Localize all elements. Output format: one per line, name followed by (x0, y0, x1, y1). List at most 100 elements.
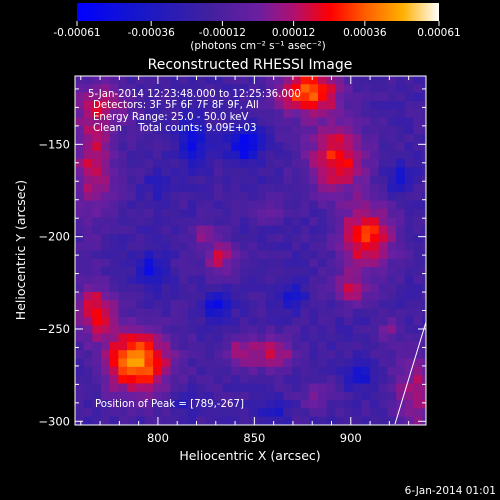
heatmap-cell (118, 233, 128, 243)
heatmap-cell (153, 391, 163, 401)
heatmap-cell (179, 242, 189, 252)
heatmap-cell (318, 275, 328, 285)
heatmap-cell (318, 350, 328, 360)
heatmap-cell (196, 292, 206, 301)
heatmap-cell (213, 184, 224, 193)
heatmap-cell (387, 383, 397, 393)
heatmap-cell (231, 408, 241, 418)
heatmap-cell (92, 192, 102, 202)
heatmap-cell (92, 175, 102, 185)
heatmap-cell (326, 358, 336, 368)
heatmap-cell (344, 325, 354, 335)
heatmap-cell (101, 100, 111, 110)
heatmap-cell (318, 242, 328, 252)
heatmap-cell (205, 134, 215, 144)
heatmap-cell (153, 217, 163, 227)
heatmap-cell (196, 134, 206, 144)
heatmap-cell (335, 408, 345, 418)
heatmap-cell (92, 316, 102, 326)
heatmap-cell (387, 92, 397, 102)
heatmap-cell (309, 333, 319, 343)
heatmap-cell (231, 242, 241, 252)
heatmap-cell (196, 275, 206, 285)
heatmap-cell (170, 150, 180, 160)
heatmap-cell (309, 92, 319, 102)
heatmap-cell (326, 200, 336, 210)
heatmap-cell (153, 233, 163, 243)
heatmap-cell (153, 92, 163, 102)
heatmap-cell (83, 358, 93, 368)
heatmap-cell (265, 217, 276, 227)
heatmap-cell (83, 375, 93, 385)
heatmap-cell (404, 416, 415, 425)
heatmap-cell (265, 308, 276, 318)
heatmap-cell (309, 383, 319, 393)
heatmap-cell (213, 316, 224, 326)
heatmap-cell (75, 400, 85, 409)
heatmap-cell (378, 233, 389, 243)
heatmap-cell (326, 117, 336, 127)
heatmap-cell (396, 383, 406, 393)
heatmap-cell (83, 92, 93, 102)
heatmap-cell (161, 275, 172, 285)
heatmap-cell (387, 217, 397, 227)
heatmap-cell (283, 416, 293, 425)
heatmap-cell (135, 341, 146, 351)
heatmap-cell (274, 283, 284, 293)
heatmap-cell (248, 159, 258, 169)
heatmap-cell (248, 125, 258, 135)
heatmap-cell (318, 308, 328, 318)
heatmap-cell (265, 391, 276, 401)
heatmap-cell (109, 208, 119, 218)
heatmap-cell (370, 225, 380, 235)
heatmap-cell (257, 325, 267, 335)
heatmap-cell (161, 117, 172, 127)
heatmap-cell (118, 175, 128, 185)
heatmap-cell (248, 366, 258, 376)
heatmap-cell (187, 400, 198, 409)
heatmap-cell (205, 416, 215, 425)
heatmap-cell (222, 408, 232, 418)
heatmap-cell (326, 242, 336, 252)
heatmap-cell (405, 425, 414, 434)
heatmap-cell (75, 383, 85, 393)
heatmap-cell (361, 150, 371, 160)
heatmap-cell (257, 167, 267, 177)
heatmap-cell (213, 333, 224, 343)
heatmap-cell (127, 159, 137, 169)
heatmap-cell (127, 283, 137, 293)
heatmap-cell (361, 159, 371, 169)
heatmap-cell (370, 350, 380, 360)
heatmap-cell (144, 76, 154, 85)
heatmap-cell (213, 350, 224, 360)
heatmap-cell (335, 366, 345, 376)
heatmap-cell (239, 283, 250, 293)
heatmap-cell (213, 366, 224, 376)
heatmap-cell (109, 358, 119, 368)
heatmap-cell (170, 175, 180, 185)
heatmap-cell (326, 92, 336, 102)
heatmap-cell (101, 242, 111, 252)
heatmap-cell (92, 200, 102, 210)
heatmap-cell (187, 109, 198, 119)
heatmap-cell (109, 76, 119, 85)
heatmap-cell (144, 275, 154, 285)
heatmap-cell (144, 142, 154, 152)
heatmap-cell (378, 217, 389, 227)
heatmap-cell (135, 366, 146, 376)
heatmap-cell (300, 383, 310, 393)
heatmap-cell (361, 316, 371, 326)
heatmap-cell (109, 333, 119, 343)
heatmap-cell (404, 134, 415, 144)
heatmap-cell (248, 117, 258, 127)
heatmap-cell (170, 200, 180, 210)
heatmap-cell (187, 76, 198, 85)
heatmap-cell (283, 408, 293, 418)
heatmap-cell (370, 375, 380, 385)
heatmap-cell (352, 408, 362, 418)
heatmap-cell (291, 117, 302, 127)
heatmap-cell (222, 258, 232, 268)
heatmap-cell (118, 283, 128, 293)
heatmap-cell (231, 200, 241, 210)
heatmap-cell (370, 383, 380, 393)
